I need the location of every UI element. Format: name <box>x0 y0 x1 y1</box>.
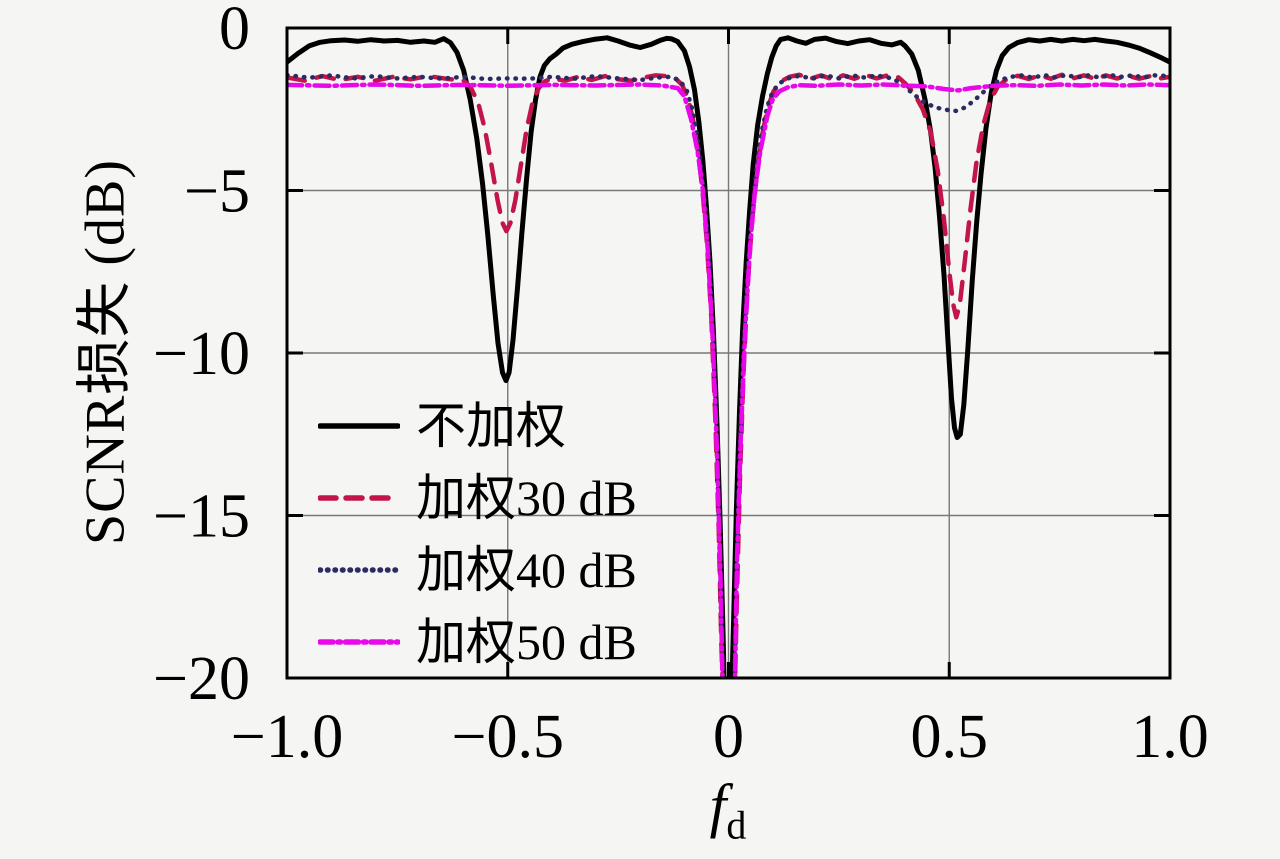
series-curve-solid <box>287 35 1170 678</box>
y-tick-label: −20 <box>153 645 250 713</box>
tick-labels: −1.0 −0.5 0 0.5 1.0 0 −5 −10 −15 −20 <box>153 0 1209 771</box>
x-tick-label: 0 <box>713 703 744 771</box>
curves <box>287 35 1170 678</box>
legend-line-dashed-icon <box>318 495 400 501</box>
legend-label: 加权40 dB <box>416 542 637 598</box>
x-tick-label: 1.0 <box>1131 703 1209 771</box>
legend-item-weighted-50db: 加权50 dB <box>318 606 637 678</box>
x-axis-label-subscript: d <box>726 802 747 848</box>
y-axis-label: SCNR损失 (dB) <box>74 159 137 545</box>
legend-item-weighted-30db: 加权30 dB <box>318 462 637 534</box>
legend: 不加权 加权30 dB 加权40 dB 加权50 dB <box>318 390 637 678</box>
x-tick-label: −1.0 <box>231 703 343 771</box>
legend-label: 加权50 dB <box>416 614 637 670</box>
x-axis-label-symbol: f <box>709 772 727 839</box>
y-tick-label: −5 <box>184 158 250 226</box>
series-curve-dashdot <box>287 82 1170 678</box>
y-tick-label: 0 <box>219 0 250 63</box>
legend-item-unweighted: 不加权 <box>318 390 637 462</box>
x-tick-label: −0.5 <box>452 703 564 771</box>
x-axis-label: fd <box>710 772 747 849</box>
axis-ticks <box>285 26 1172 680</box>
y-tick-label: −15 <box>153 483 250 551</box>
legend-line-dashdot-icon <box>318 639 400 645</box>
legend-line-dotted-icon <box>318 567 400 573</box>
legend-label: 加权30 dB <box>416 470 637 526</box>
y-tick-label: −10 <box>153 320 250 388</box>
legend-item-weighted-40db: 加权40 dB <box>318 534 637 606</box>
x-tick-label: 0.5 <box>911 703 989 771</box>
legend-label: 不加权 <box>416 398 566 454</box>
series-curve-dotted <box>287 72 1170 678</box>
legend-line-solid-icon <box>318 423 400 429</box>
